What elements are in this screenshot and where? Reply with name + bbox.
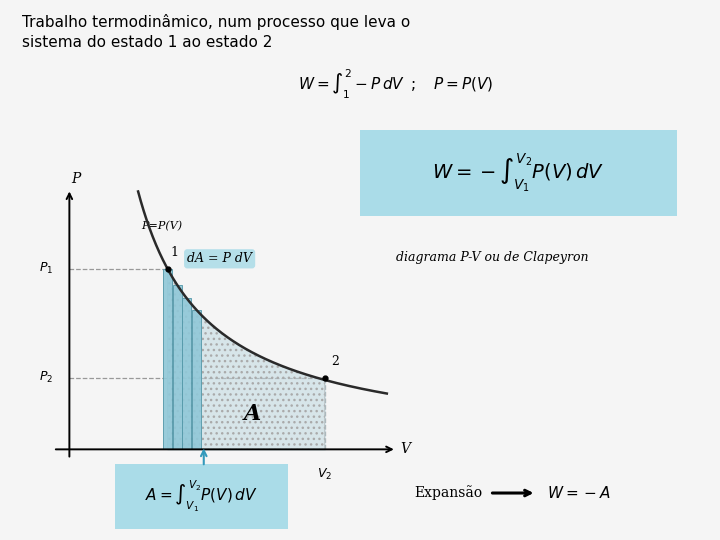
Text: 2: 2 — [331, 355, 339, 368]
Text: $W = -A$: $W = -A$ — [547, 485, 611, 501]
Text: $A = \int_{V_1}^{V_2} P(V)\, dV$: $A = \int_{V_1}^{V_2} P(V)\, dV$ — [145, 479, 258, 515]
Text: $W = \int_1^2 -P\, dV\;\;; \quad P = P(V)$: $W = \int_1^2 -P\, dV\;\;; \quad P = P(V… — [298, 68, 494, 101]
Bar — [182, 299, 192, 449]
Bar — [192, 310, 201, 449]
Bar — [173, 285, 181, 449]
Text: A: A — [244, 403, 261, 424]
Text: sistema do estado 1 ao estado 2: sistema do estado 1 ao estado 2 — [22, 35, 272, 50]
Text: diagrama P-V ou de Clapeyron: diagrama P-V ou de Clapeyron — [396, 251, 588, 264]
Text: $W = -\int_{V_1}^{V_2} P(V)\, dV$: $W = -\int_{V_1}^{V_2} P(V)\, dV$ — [432, 152, 605, 194]
Text: $P_2$: $P_2$ — [39, 370, 53, 386]
Text: $P_1$: $P_1$ — [39, 261, 53, 276]
Text: dA = P dV: dA = P dV — [187, 252, 252, 265]
Text: 1: 1 — [171, 246, 179, 259]
Text: $V_2$: $V_2$ — [317, 467, 332, 482]
Text: V: V — [400, 442, 410, 456]
Text: Expansão: Expansão — [414, 485, 482, 501]
Text: P: P — [71, 172, 81, 186]
Text: P=P(V): P=P(V) — [141, 221, 182, 231]
Text: $V_1$: $V_1$ — [160, 467, 175, 482]
Bar — [163, 269, 172, 449]
Text: Trabalho termodinâmico, num processo que leva o: Trabalho termodinâmico, num processo que… — [22, 14, 410, 30]
